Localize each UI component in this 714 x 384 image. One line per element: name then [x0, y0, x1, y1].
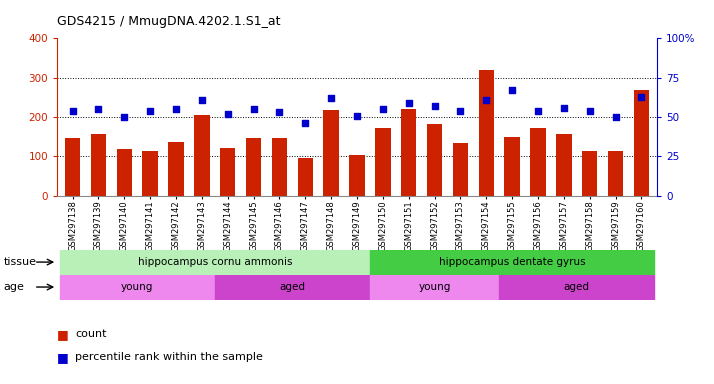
- Bar: [194, 115, 210, 196]
- Bar: [65, 137, 81, 196]
- Bar: [427, 124, 442, 196]
- Point: [171, 106, 182, 112]
- Point: [326, 95, 337, 101]
- Point: [635, 94, 647, 100]
- Point: [119, 114, 130, 120]
- Point: [429, 103, 441, 109]
- Bar: [531, 128, 545, 196]
- Point: [610, 114, 621, 120]
- Point: [67, 108, 79, 114]
- Bar: [116, 149, 132, 196]
- Bar: [60, 250, 370, 275]
- Bar: [142, 151, 158, 196]
- Bar: [220, 148, 236, 196]
- Bar: [272, 137, 287, 196]
- Bar: [556, 134, 572, 196]
- Text: GDS4215 / MmugDNA.4202.1.S1_at: GDS4215 / MmugDNA.4202.1.S1_at: [57, 15, 281, 28]
- Bar: [60, 275, 215, 300]
- Point: [584, 108, 595, 114]
- Text: percentile rank within the sample: percentile rank within the sample: [75, 352, 263, 362]
- Bar: [401, 109, 416, 196]
- Text: hippocampus cornu ammonis: hippocampus cornu ammonis: [138, 257, 292, 267]
- Bar: [499, 275, 654, 300]
- Bar: [375, 128, 391, 196]
- Bar: [323, 110, 339, 196]
- Bar: [370, 250, 654, 275]
- Text: count: count: [75, 329, 106, 339]
- Bar: [633, 89, 649, 196]
- Text: age: age: [4, 282, 24, 292]
- Bar: [91, 134, 106, 196]
- Text: young: young: [418, 282, 451, 292]
- Text: hippocampus dentate gyrus: hippocampus dentate gyrus: [439, 257, 585, 267]
- Point: [222, 111, 233, 117]
- Point: [144, 108, 156, 114]
- Point: [273, 109, 285, 116]
- Point: [248, 106, 259, 112]
- Point: [403, 100, 414, 106]
- Bar: [215, 275, 370, 300]
- Bar: [370, 275, 499, 300]
- Point: [93, 106, 104, 112]
- Point: [558, 104, 570, 111]
- Bar: [453, 144, 468, 196]
- Bar: [504, 137, 520, 196]
- Point: [532, 108, 543, 114]
- Text: tissue: tissue: [4, 257, 36, 267]
- Bar: [298, 158, 313, 196]
- Text: young: young: [121, 282, 154, 292]
- Bar: [246, 138, 261, 196]
- Point: [481, 97, 492, 103]
- Point: [196, 97, 208, 103]
- Bar: [478, 70, 494, 196]
- Point: [300, 120, 311, 126]
- Point: [455, 108, 466, 114]
- Text: aged: aged: [564, 282, 590, 292]
- Text: ■: ■: [57, 328, 69, 341]
- Bar: [349, 154, 365, 196]
- Text: aged: aged: [279, 282, 306, 292]
- Text: ■: ■: [57, 351, 69, 364]
- Bar: [169, 142, 183, 196]
- Bar: [608, 151, 623, 196]
- Point: [351, 113, 363, 119]
- Bar: [582, 151, 598, 196]
- Point: [506, 87, 518, 93]
- Point: [377, 106, 388, 112]
